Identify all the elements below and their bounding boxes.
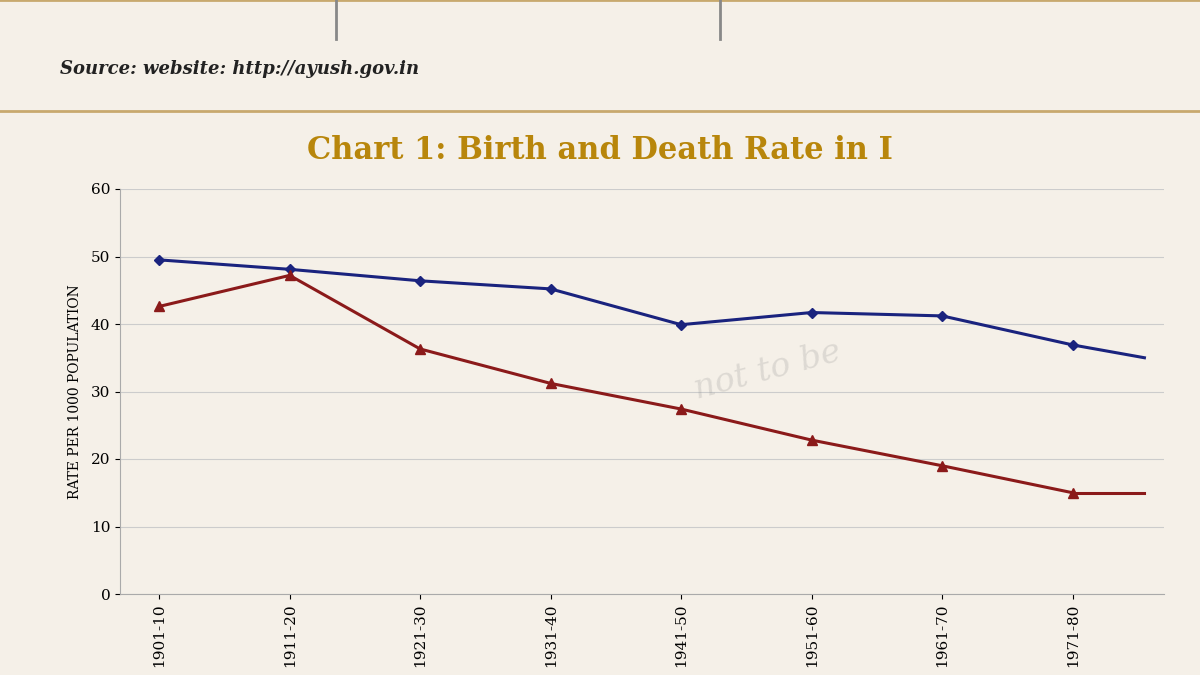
Text: Chart 1: Birth and Death Rate in I: Chart 1: Birth and Death Rate in I [307,135,893,165]
Y-axis label: RATE PER 1000 POPULATION: RATE PER 1000 POPULATION [68,284,83,499]
Text: not to be: not to be [690,336,845,406]
Text: Source: website: http://ayush.gov.in: Source: website: http://ayush.gov.in [60,60,419,78]
